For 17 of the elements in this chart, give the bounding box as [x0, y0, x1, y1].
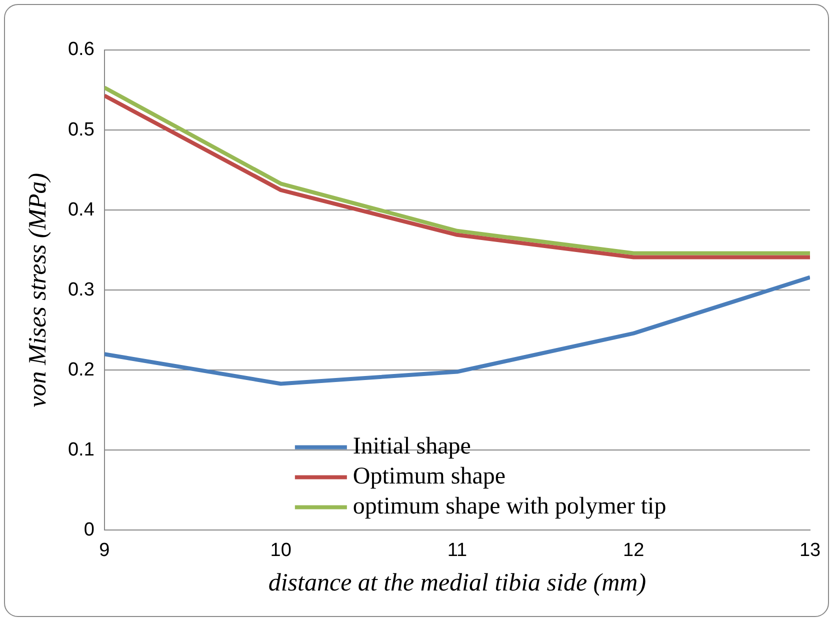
- legend-label: Initial shape: [352, 433, 471, 460]
- y-tick-label: 0.5: [68, 119, 94, 140]
- y-tick-label: 0.6: [68, 39, 94, 60]
- x-tick-label: 13: [799, 540, 821, 561]
- y-tick-label: 0.4: [68, 199, 95, 220]
- y-axis-title: von Mises stress (MPa): [24, 172, 52, 408]
- y-tick-label: 0: [84, 519, 94, 540]
- x-tick-label: 9: [99, 540, 110, 561]
- x-tick-label: 12: [623, 540, 644, 561]
- x-tick-label: 11: [447, 540, 468, 561]
- legend-label: Optimum shape: [352, 463, 506, 490]
- x-tick-label: 10: [270, 540, 292, 561]
- x-axis-title: distance at the medial tibia side (mm): [268, 570, 646, 597]
- y-tick-label: 0.2: [68, 359, 94, 380]
- y-tick-label: 0.3: [68, 279, 94, 300]
- y-tick-label: 0.1: [68, 439, 94, 460]
- legend-label: optimum shape with polymer tip: [352, 493, 666, 520]
